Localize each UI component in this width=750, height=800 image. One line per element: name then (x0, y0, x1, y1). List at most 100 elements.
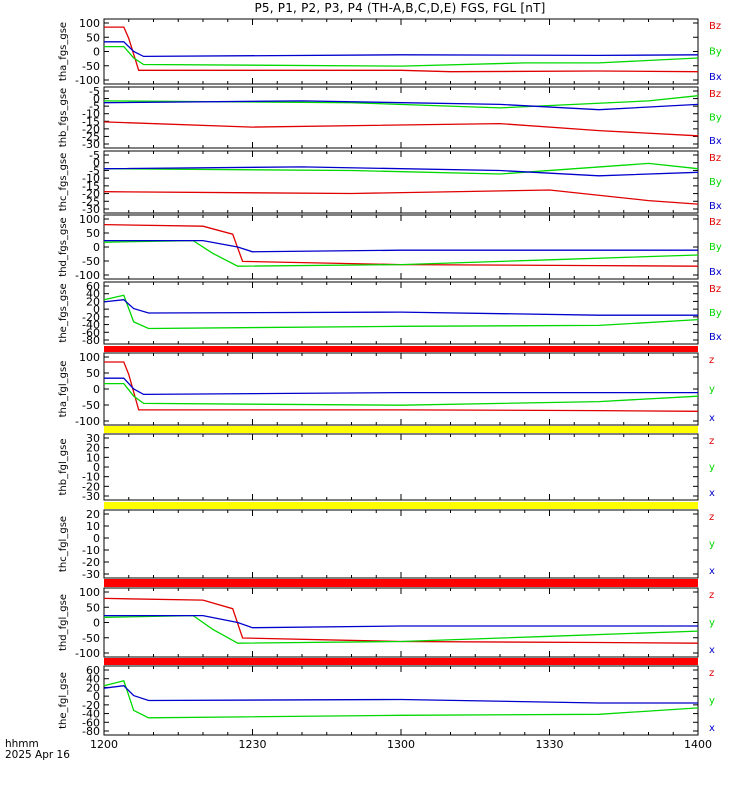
separator-bar (104, 579, 698, 587)
series-line-y (103, 614, 699, 644)
y-tick-label: -30 (82, 568, 100, 581)
x-tick-label: 1400 (684, 738, 712, 751)
legend-entry-bz: Bz (709, 284, 721, 295)
y-axis-label: tha_fgl_gse (58, 361, 69, 418)
legend-entry-y: y (709, 696, 715, 707)
y-tick-label: 0 (93, 241, 100, 254)
y-tick-label: 0 (93, 157, 100, 170)
y-tick-label: -5 (89, 100, 100, 113)
y-tick-label: -50 (82, 632, 100, 645)
y-tick-label: 0 (93, 93, 100, 106)
y-tick-label: -5 (89, 149, 100, 162)
legend-entry-x: x (709, 723, 715, 734)
y-tick-label: 20 (86, 681, 100, 694)
series-line-bz (104, 26, 699, 73)
series-line-z (104, 361, 699, 412)
y-tick-label: -30 (82, 138, 100, 151)
x-tick-label: 1230 (239, 738, 267, 751)
legend-entry-by: By (709, 177, 722, 188)
y-tick-label: 0 (93, 303, 100, 316)
series-line-by (103, 294, 699, 330)
series-line-bx (103, 166, 699, 177)
legend-entry-by: By (709, 113, 722, 124)
x-tick-label: 1300 (387, 738, 415, 751)
panel-frame (103, 509, 699, 579)
y-tick-label: -15 (82, 115, 100, 128)
y-tick-label: 20 (86, 508, 100, 521)
legend-entry-bz: Bz (709, 89, 721, 100)
series-line-x (104, 614, 698, 629)
y-tick-label: -25 (82, 130, 100, 143)
series-line-bx (104, 41, 699, 58)
legend-entry-z: z (709, 436, 714, 447)
y-tick-label: 100 (79, 17, 100, 30)
y-tick-label: 0 (93, 690, 100, 703)
y-axis-label: thc_fgl_gse (58, 516, 69, 572)
y-axis-label: thb_fgl_gse (58, 439, 69, 496)
y-tick-label: -5 (89, 85, 100, 98)
legend-entry-bx: Bx (709, 136, 722, 147)
y-tick-label: -10 (82, 172, 100, 185)
legend-entry-bx: Bx (709, 267, 722, 278)
legend-entry-y: y (709, 539, 715, 550)
legend-entry-y: y (709, 384, 715, 395)
series-line-z (103, 597, 699, 644)
series-line-y (104, 382, 699, 406)
legend-entry-x: x (709, 645, 715, 656)
series-line-by (103, 95, 699, 109)
y-tick-label: 10 (86, 451, 100, 464)
legend-entry-by: By (709, 242, 722, 253)
y-tick-label: -20 (82, 556, 100, 569)
y-tick-label: 60 (86, 280, 100, 293)
y-axis-label: tha_fgs_gse (58, 22, 69, 81)
legend-entry-z: z (709, 668, 714, 679)
series-line-bx (104, 239, 698, 253)
legend-entry-bx: Bx (709, 72, 722, 83)
y-tick-label: -100 (75, 269, 100, 282)
x-axis-date: 2025 Apr 16 (5, 749, 70, 761)
y-tick-label: -80 (82, 725, 100, 738)
panel-frame (103, 150, 699, 214)
separator-bar (104, 426, 698, 433)
y-tick-label: -20 (82, 123, 100, 136)
series-line-by (103, 162, 699, 175)
y-tick-label: 10 (86, 520, 100, 533)
legend-entry-y: y (709, 462, 715, 473)
y-tick-label: 100 (79, 586, 100, 599)
y-tick-label: 100 (79, 213, 100, 226)
series-line-bx (103, 100, 699, 111)
y-tick-label: -100 (75, 415, 100, 428)
separator-bar (104, 346, 698, 352)
legend-entry-bz: Bz (709, 21, 721, 32)
panel-frame (103, 214, 699, 280)
y-tick-label: -80 (82, 334, 100, 347)
panel-frame (103, 18, 699, 85)
separator-bar (104, 658, 698, 665)
y-tick-label: -10 (82, 108, 100, 121)
panel-frame (103, 352, 699, 426)
y-tick-label: 20 (86, 442, 100, 455)
y-tick-label: 60 (86, 664, 100, 677)
y-tick-label: -50 (82, 60, 100, 73)
y-tick-label: -60 (82, 326, 100, 339)
series-line-by (104, 45, 699, 67)
legend-entry-x: x (709, 413, 715, 424)
y-tick-label: -30 (82, 490, 100, 503)
legend-entry-y: y (709, 618, 715, 629)
legend-entry-z: z (709, 590, 714, 601)
y-tick-label: 40 (86, 673, 100, 686)
series-line-by (103, 239, 699, 267)
series-line-bx (103, 299, 698, 316)
legend-entry-bz: Bz (709, 217, 721, 228)
y-tick-label: -5 (89, 164, 100, 177)
y-tick-label: 40 (86, 288, 100, 301)
y-tick-label: -30 (82, 203, 100, 216)
x-axis-label: hhmm (5, 738, 39, 750)
series-line-x (104, 377, 698, 396)
y-axis-label: thb_fgs_gse (58, 88, 69, 147)
panel-frame (103, 433, 699, 501)
x-tick-label: 1330 (536, 738, 564, 751)
y-tick-label: 0 (93, 617, 100, 630)
legend-entry-bz: Bz (709, 153, 721, 164)
y-tick-label: -60 (82, 716, 100, 729)
